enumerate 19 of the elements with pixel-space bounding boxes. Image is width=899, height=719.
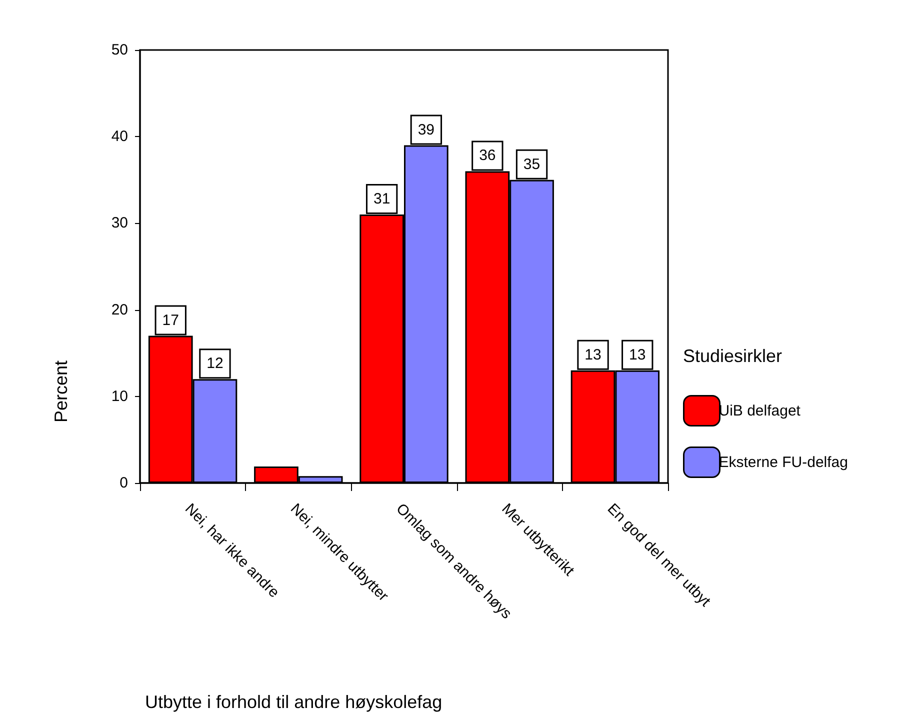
y-tick-label: 20 <box>111 301 128 318</box>
y-tick-label: 10 <box>111 388 128 405</box>
data-label: 12 <box>206 355 224 372</box>
data-label: 39 <box>418 121 435 138</box>
y-tick-label: 0 <box>120 474 128 492</box>
data-label: 36 <box>479 147 496 164</box>
y-tick-label: 30 <box>111 214 128 232</box>
data-label: 35 <box>523 156 540 173</box>
y-tick-label: 40 <box>111 128 128 146</box>
legend-label: UiB delfaget <box>718 402 802 420</box>
x-axis-title: Utbytte i forhold til andre høyskolefag <box>145 692 442 712</box>
y-tick-label: 50 <box>111 42 128 58</box>
data-label: 13 <box>629 346 646 364</box>
legend-title: Studiesirkler <box>683 346 782 366</box>
y-axis-title: Percent <box>51 360 71 423</box>
data-label: 31 <box>373 190 390 208</box>
data-label: 13 <box>584 346 602 364</box>
legend-label: Eksterne FU-delfag <box>718 454 848 471</box>
data-label: 17 <box>162 312 179 329</box>
